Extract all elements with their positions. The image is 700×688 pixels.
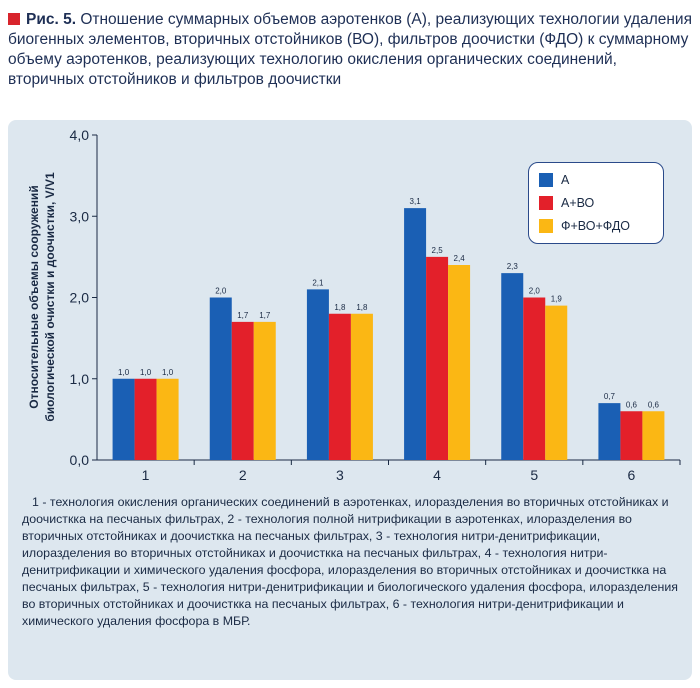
y-tick-label: 4,0 — [70, 127, 90, 143]
figure-caption: Рис. 5. Отношение суммарных объемов аэро… — [8, 10, 692, 90]
y-axis-label-line2: биологической очистки и доочистки, V/V1 — [43, 172, 57, 422]
legend-label-a: А — [561, 173, 570, 187]
y-tick-label: 3,0 — [70, 208, 90, 224]
bar-series-3 — [448, 265, 471, 460]
data-label: 2,1 — [312, 278, 324, 287]
data-label: 3,1 — [410, 197, 422, 206]
bar-series-3 — [253, 321, 276, 460]
y-axis-label-line1: Относительные объемы сооружений — [27, 185, 41, 408]
legend-label-a-vo: А+ВО — [561, 196, 595, 210]
data-label: 2,0 — [215, 287, 227, 296]
y-axis-label: Относительные объемы сооружений биологиче… — [27, 172, 57, 422]
data-label: 0,6 — [648, 400, 660, 409]
bar-series-1 — [501, 273, 524, 460]
bar-series-3 — [642, 411, 665, 460]
bar-series-2 — [328, 313, 351, 460]
bar-series-1 — [598, 403, 621, 460]
data-label: 1,7 — [259, 311, 271, 320]
legend-swatch-f-vo-fdo — [539, 219, 553, 233]
bar-series-2 — [426, 256, 449, 460]
data-label: 2,4 — [454, 254, 466, 263]
data-label: 1,0 — [140, 368, 152, 377]
x-tick-label: 4 — [433, 467, 441, 483]
figure-label: Рис. 5. — [26, 11, 77, 28]
data-label: 1,9 — [551, 295, 563, 304]
x-tick-label: 3 — [336, 467, 344, 483]
data-label: 2,5 — [432, 246, 444, 255]
data-label: 1,7 — [237, 311, 249, 320]
x-tick-label: 6 — [628, 467, 636, 483]
bar-series-1 — [306, 289, 329, 460]
data-label: 0,7 — [604, 392, 616, 401]
legend-label-f-vo-fdo: Ф+ВО+ФДО — [561, 219, 631, 233]
legend-item-f-vo-fdo: Ф+ВО+ФДО — [539, 217, 630, 235]
y-tick-label: 1,0 — [70, 371, 90, 387]
caption-marker — [8, 13, 20, 25]
x-tick-label: 1 — [142, 467, 150, 483]
x-tick-label: 5 — [530, 467, 538, 483]
bar-series-2 — [134, 378, 157, 460]
data-label: 0,6 — [626, 400, 638, 409]
bar-series-1 — [112, 378, 135, 460]
bar-series-2 — [523, 297, 546, 460]
y-tick-label: 0,0 — [70, 452, 90, 468]
data-label: 1,8 — [356, 303, 368, 312]
caption-text: Отношение суммарных объемов аэротенков (… — [8, 11, 692, 88]
chart-legend: А А+ВО Ф+ВО+ФДО — [528, 162, 664, 244]
data-label: 1,0 — [162, 368, 174, 377]
bar-series-1 — [209, 297, 232, 460]
bar-series-3 — [156, 378, 179, 460]
bar-series-2 — [231, 321, 254, 460]
x-tick-label: 2 — [239, 467, 247, 483]
legend-swatch-a-vo — [539, 196, 553, 210]
legend-item-a: А — [539, 171, 569, 189]
legend-item-a-vo: А+ВО — [539, 194, 594, 212]
data-label: 1,8 — [334, 303, 346, 312]
bar-series-1 — [404, 208, 427, 460]
data-label: 2,3 — [507, 262, 519, 271]
legend-swatch-a — [539, 173, 553, 187]
data-label: 1,0 — [118, 368, 130, 377]
data-label: 2,0 — [529, 287, 541, 296]
y-tick-label: 2,0 — [70, 290, 90, 306]
bar-series-3 — [545, 305, 568, 460]
bar-series-2 — [620, 411, 643, 460]
figure-notes: 1 - технология окисления органических со… — [22, 495, 678, 628]
bar-series-3 — [350, 313, 373, 460]
